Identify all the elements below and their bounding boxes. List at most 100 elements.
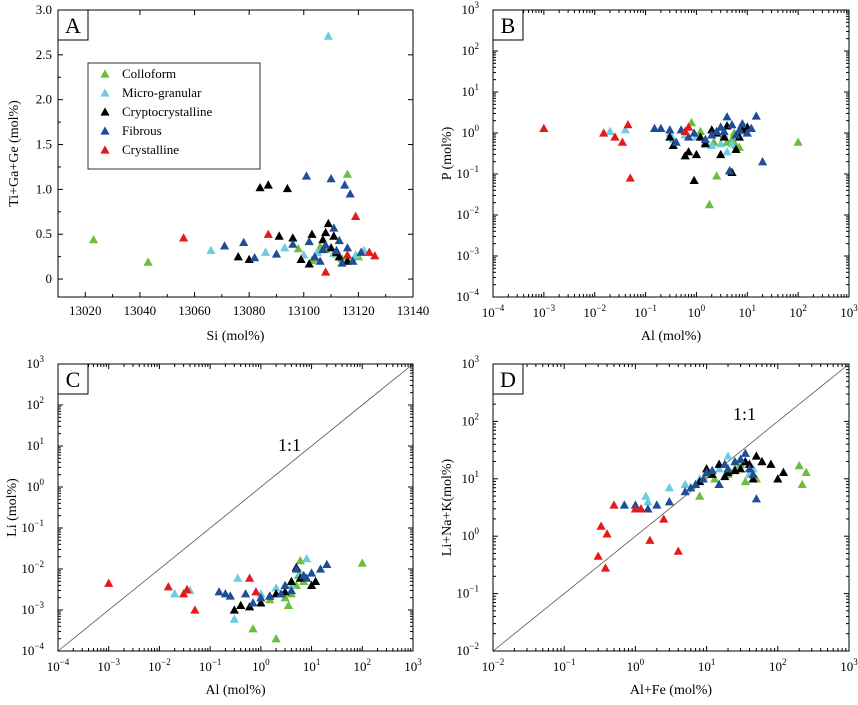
plot-frame <box>492 9 850 298</box>
y-tick-label: 10−2 <box>456 641 479 658</box>
panel-label: C <box>66 367 81 392</box>
panel-label: D <box>500 367 516 392</box>
data-point <box>334 235 344 245</box>
data-point <box>295 556 305 565</box>
data-point <box>179 589 189 598</box>
data-point <box>248 598 258 607</box>
data-point <box>602 529 612 538</box>
data-point <box>596 521 606 530</box>
y-tick-label: 102 <box>27 395 45 412</box>
data-point <box>665 132 675 141</box>
x-tick-label: 13140 <box>397 303 430 318</box>
series-fibrous <box>219 171 366 267</box>
data-point <box>250 252 260 262</box>
x-tick-label: 10−2 <box>583 303 606 320</box>
x-tick-label: 13080 <box>233 303 266 318</box>
data-point <box>143 257 153 266</box>
data-point <box>671 137 681 146</box>
panel-c: 1:1 10−410−4 10−3 10−3 10−2 10−2 10−1 10−1 100 10… <box>5 354 422 698</box>
x-axis-title: Al (mol%) <box>641 329 702 344</box>
one-to-one-line <box>492 363 850 652</box>
data-point <box>599 128 609 137</box>
data-point <box>245 573 255 582</box>
data-point <box>707 125 717 134</box>
data-point <box>720 459 730 468</box>
data-point <box>757 456 767 466</box>
x-axis-title: Si (mol%) <box>207 329 265 344</box>
x-tick-label: 101 <box>303 657 321 674</box>
data-point <box>206 245 216 255</box>
y-tick-label: 2.0 <box>36 92 52 107</box>
data-point <box>256 598 266 607</box>
data-point <box>306 568 317 577</box>
data-point <box>766 459 776 468</box>
data-point <box>326 174 336 183</box>
data-point <box>293 243 303 253</box>
panel-label-box <box>492 363 524 395</box>
legend-marker <box>100 107 110 116</box>
x-tick-label: 101 <box>698 657 716 674</box>
y-tick-label: 2.5 <box>36 47 52 62</box>
y-axis-title: Li+Na+K(mol%) <box>440 458 455 556</box>
x-tick-label: 10−1 <box>634 303 657 320</box>
data-point <box>322 559 332 569</box>
data-point <box>291 564 301 573</box>
panel-label-box <box>57 9 89 41</box>
data-point <box>605 126 615 135</box>
x-tick-label: 100 <box>252 657 270 674</box>
legend-label: Cryptocrystalline <box>122 104 212 119</box>
data-point <box>318 244 328 254</box>
series-crystalline <box>593 500 683 572</box>
panel-label-box <box>492 9 524 41</box>
data-point <box>723 464 733 473</box>
data-point <box>214 587 224 596</box>
legend-label: Fibrous <box>122 123 162 138</box>
data-point <box>720 471 730 481</box>
data-point <box>288 239 298 248</box>
data-point <box>643 504 653 513</box>
data-point <box>239 237 249 246</box>
data-point <box>664 497 674 506</box>
data-point <box>727 134 737 144</box>
data-point <box>689 128 699 137</box>
y-axis-title: Li (mol%) <box>5 478 20 537</box>
y-tick-label: 0.5 <box>36 226 52 241</box>
data-point <box>722 112 732 121</box>
data-point <box>700 139 710 148</box>
data-point <box>179 233 189 242</box>
y-tick-label: 103 <box>462 354 480 371</box>
data-point <box>716 122 726 131</box>
data-point <box>315 256 325 265</box>
y-tick-label: 10−4 <box>456 287 479 304</box>
data-point <box>683 122 694 131</box>
legend-label: Crystalline <box>122 142 179 157</box>
data-point <box>251 587 261 596</box>
data-point <box>722 147 732 156</box>
data-point <box>691 149 702 159</box>
data-point <box>734 125 745 134</box>
y-tick-label: 0 <box>46 271 53 286</box>
data-point <box>740 476 750 486</box>
data-point <box>539 123 549 133</box>
x-axis-title: Al (mol%) <box>205 683 266 698</box>
data-point <box>348 256 358 265</box>
data-point <box>686 483 696 492</box>
y-tick-label: 10−2 <box>456 205 479 222</box>
data-point <box>302 553 312 563</box>
data-point <box>744 459 755 468</box>
x-tick-label: 13100 <box>288 303 321 318</box>
data-point <box>690 479 701 489</box>
x-tick-label: 102 <box>354 657 372 674</box>
data-point <box>225 591 235 600</box>
x-tick-label: 103 <box>840 657 858 674</box>
data-point <box>698 474 708 483</box>
data-point <box>801 467 811 476</box>
data-point <box>710 474 720 483</box>
data-point <box>593 551 603 560</box>
data-point <box>620 125 630 134</box>
panel-b: 10−410−4 10−3 10−3 10−2 10−2 10−1 10−1 100 100 10… <box>440 0 858 344</box>
data-point <box>342 250 353 259</box>
data-point <box>751 111 761 120</box>
data-point <box>310 576 321 586</box>
legend-marker <box>100 126 110 135</box>
